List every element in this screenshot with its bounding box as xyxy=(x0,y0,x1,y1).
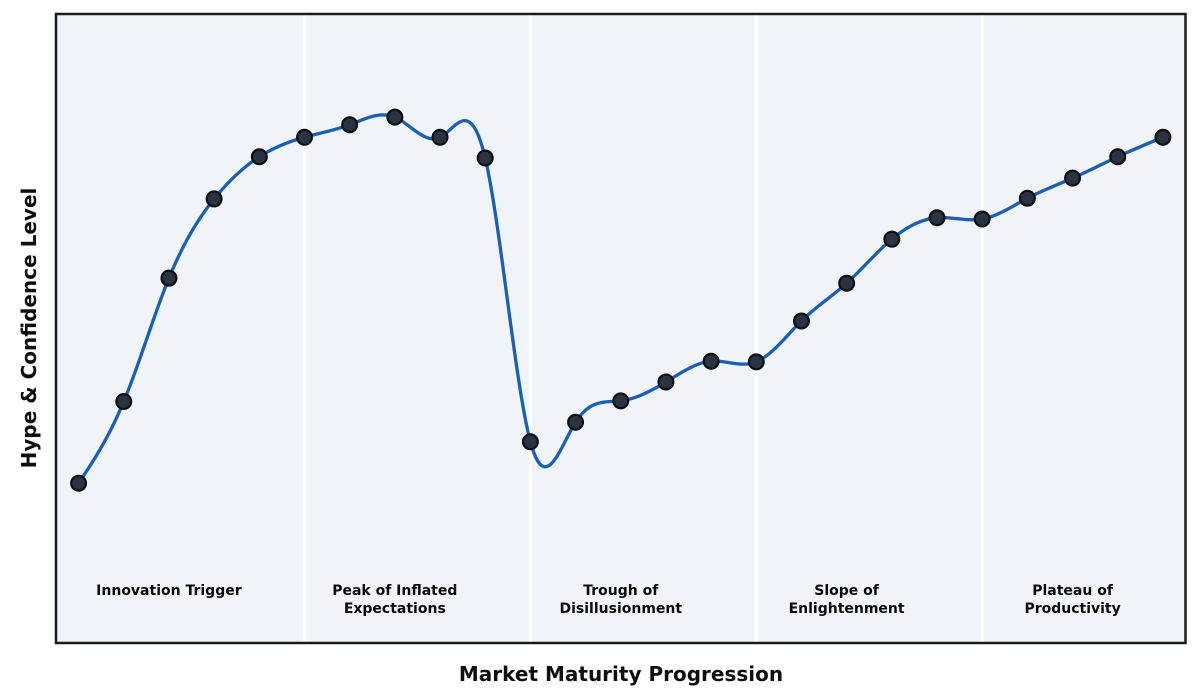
phase-label-line: Slope of xyxy=(814,583,880,599)
phase-label-line: Trough of xyxy=(583,583,659,599)
data-point-marker xyxy=(883,230,901,248)
data-point-marker xyxy=(70,474,88,492)
data-point-marker xyxy=(476,149,494,167)
data-point-marker xyxy=(386,108,404,126)
phase-label-line: Innovation Trigger xyxy=(96,583,242,599)
data-point-marker xyxy=(205,190,223,208)
phase-label: Slope of Enlightenment xyxy=(789,583,905,617)
phase-label-line: Enlightenment xyxy=(789,601,905,617)
phase-label-line: Peak of Inflated xyxy=(332,583,457,599)
x-axis-label: Market Maturity Progression xyxy=(458,662,784,686)
phase-label-line: Expectations xyxy=(344,601,446,617)
data-point-marker xyxy=(838,274,856,292)
plot-border xyxy=(54,12,1187,645)
data-point-marker xyxy=(1064,169,1082,187)
phase-label-line: Disillusionment xyxy=(560,601,683,617)
data-point-marker xyxy=(657,373,675,391)
data-point-marker xyxy=(341,116,359,134)
data-point-marker xyxy=(250,148,268,166)
data-point-marker xyxy=(431,128,449,146)
phase-label: Trough of Disillusionment xyxy=(560,583,683,617)
data-point-marker xyxy=(567,413,585,431)
data-point-marker xyxy=(1018,189,1036,207)
data-point-marker xyxy=(612,392,630,410)
data-point-marker xyxy=(702,352,720,370)
data-point-marker xyxy=(747,353,765,371)
data-point-marker xyxy=(115,392,133,410)
data-point-marker xyxy=(792,312,810,330)
data-point-marker xyxy=(1154,128,1172,146)
phase-label: Innovation Trigger xyxy=(96,583,242,599)
y-axis-label: Hype & Confidence Level xyxy=(17,187,41,469)
data-point-marker xyxy=(1109,148,1127,166)
phase-label-line: Plateau of xyxy=(1032,583,1114,599)
data-point-marker xyxy=(160,269,178,287)
phase-label: Plateau of Productivity xyxy=(1024,583,1120,617)
phase-label: Peak of Inflated Expectations xyxy=(332,583,457,617)
data-point-marker xyxy=(295,128,313,146)
plot-area xyxy=(56,14,1186,643)
data-point-marker xyxy=(973,210,991,228)
data-point-marker xyxy=(521,433,539,451)
phase-label-line: Productivity xyxy=(1024,601,1120,617)
data-point-marker xyxy=(928,209,946,227)
